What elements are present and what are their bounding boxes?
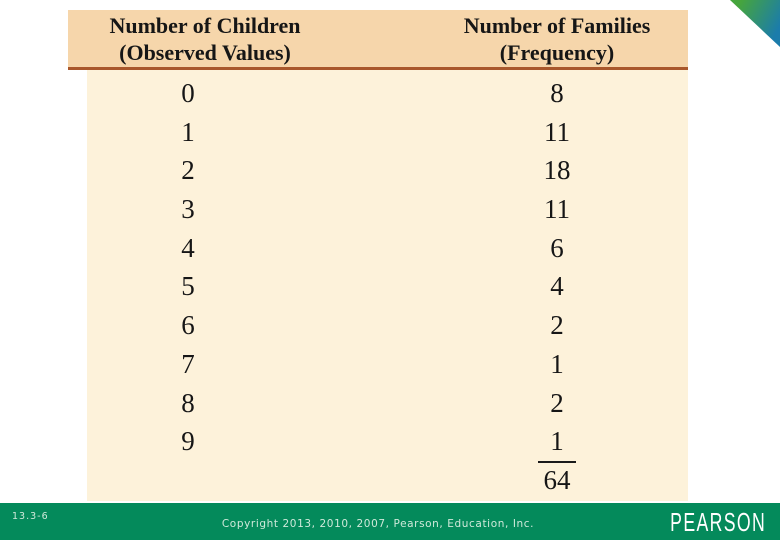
table-body-rows: 0 8 1 11 2 18 3 11 4 6 5 4 6 2 7 1 8 2 9… (87, 70, 688, 463)
frequency-cell: 4 (550, 271, 564, 302)
frequency-cell: 11 (544, 194, 570, 225)
table-row: 9 1 (87, 422, 688, 463)
footer-bar: 13.3-6 Copyright 2013, 2010, 2007, Pears… (0, 503, 780, 540)
slide-number: 13.3-6 (12, 511, 49, 522)
column-header-frequency-line2: (Frequency) (499, 40, 615, 65)
observed-value-cell: 7 (181, 348, 195, 379)
observed-value-cell: 1 (181, 116, 195, 147)
table-row: 1 11 (87, 113, 688, 152)
corner-triangle-decoration (730, 0, 780, 47)
table-row: 0 8 (87, 74, 688, 113)
table-body: 0 8 1 11 2 18 3 11 4 6 5 4 6 2 7 1 8 2 9… (87, 70, 688, 501)
observed-value-cell: 6 (181, 310, 195, 341)
observed-value-cell: 2 (181, 155, 195, 186)
table-row: 4 6 (87, 229, 688, 268)
table-header: Number of Children (Observed Values) Num… (68, 10, 688, 70)
column-header-observed-line2: (Observed Values) (119, 40, 291, 65)
table-row: 6 2 (87, 306, 688, 345)
table-row: 7 1 (87, 345, 688, 384)
observed-value-cell: 8 (181, 387, 195, 418)
table-row: 3 11 (87, 190, 688, 229)
column-header-observed: Number of Children (Observed Values) (109, 12, 300, 66)
table-row: 2 18 (87, 151, 688, 190)
table-row: 8 2 (87, 384, 688, 423)
frequency-cell: 8 (550, 78, 564, 108)
observed-value-cell: 9 (181, 426, 195, 457)
observed-value-cell: 4 (181, 232, 195, 263)
frequency-cell: 6 (550, 232, 564, 263)
observed-value-cell: 3 (181, 194, 195, 225)
total-row: 64 (87, 461, 688, 501)
column-header-frequency: Number of Families (Frequency) (464, 12, 651, 66)
observed-value-cell: 0 (181, 78, 195, 108)
copyright-text: Copyright 2013, 2010, 2007, Pearson, Edu… (221, 518, 535, 530)
frequency-cell: 11 (544, 116, 570, 147)
column-header-observed-line1: Number of Children (109, 13, 301, 38)
frequency-cell: 1 (538, 422, 576, 463)
pearson-logo: PEARSON (670, 507, 766, 537)
observed-value-cell: 5 (181, 271, 195, 302)
frequency-cell: 2 (550, 310, 564, 341)
frequency-cell: 18 (543, 155, 571, 186)
table-row: 5 4 (87, 267, 688, 306)
frequency-cell: 1 (550, 348, 564, 379)
column-header-frequency-line1: Number of Families (463, 13, 651, 38)
total-frequency-cell: 64 (543, 464, 571, 495)
frequency-cell: 2 (550, 387, 564, 418)
